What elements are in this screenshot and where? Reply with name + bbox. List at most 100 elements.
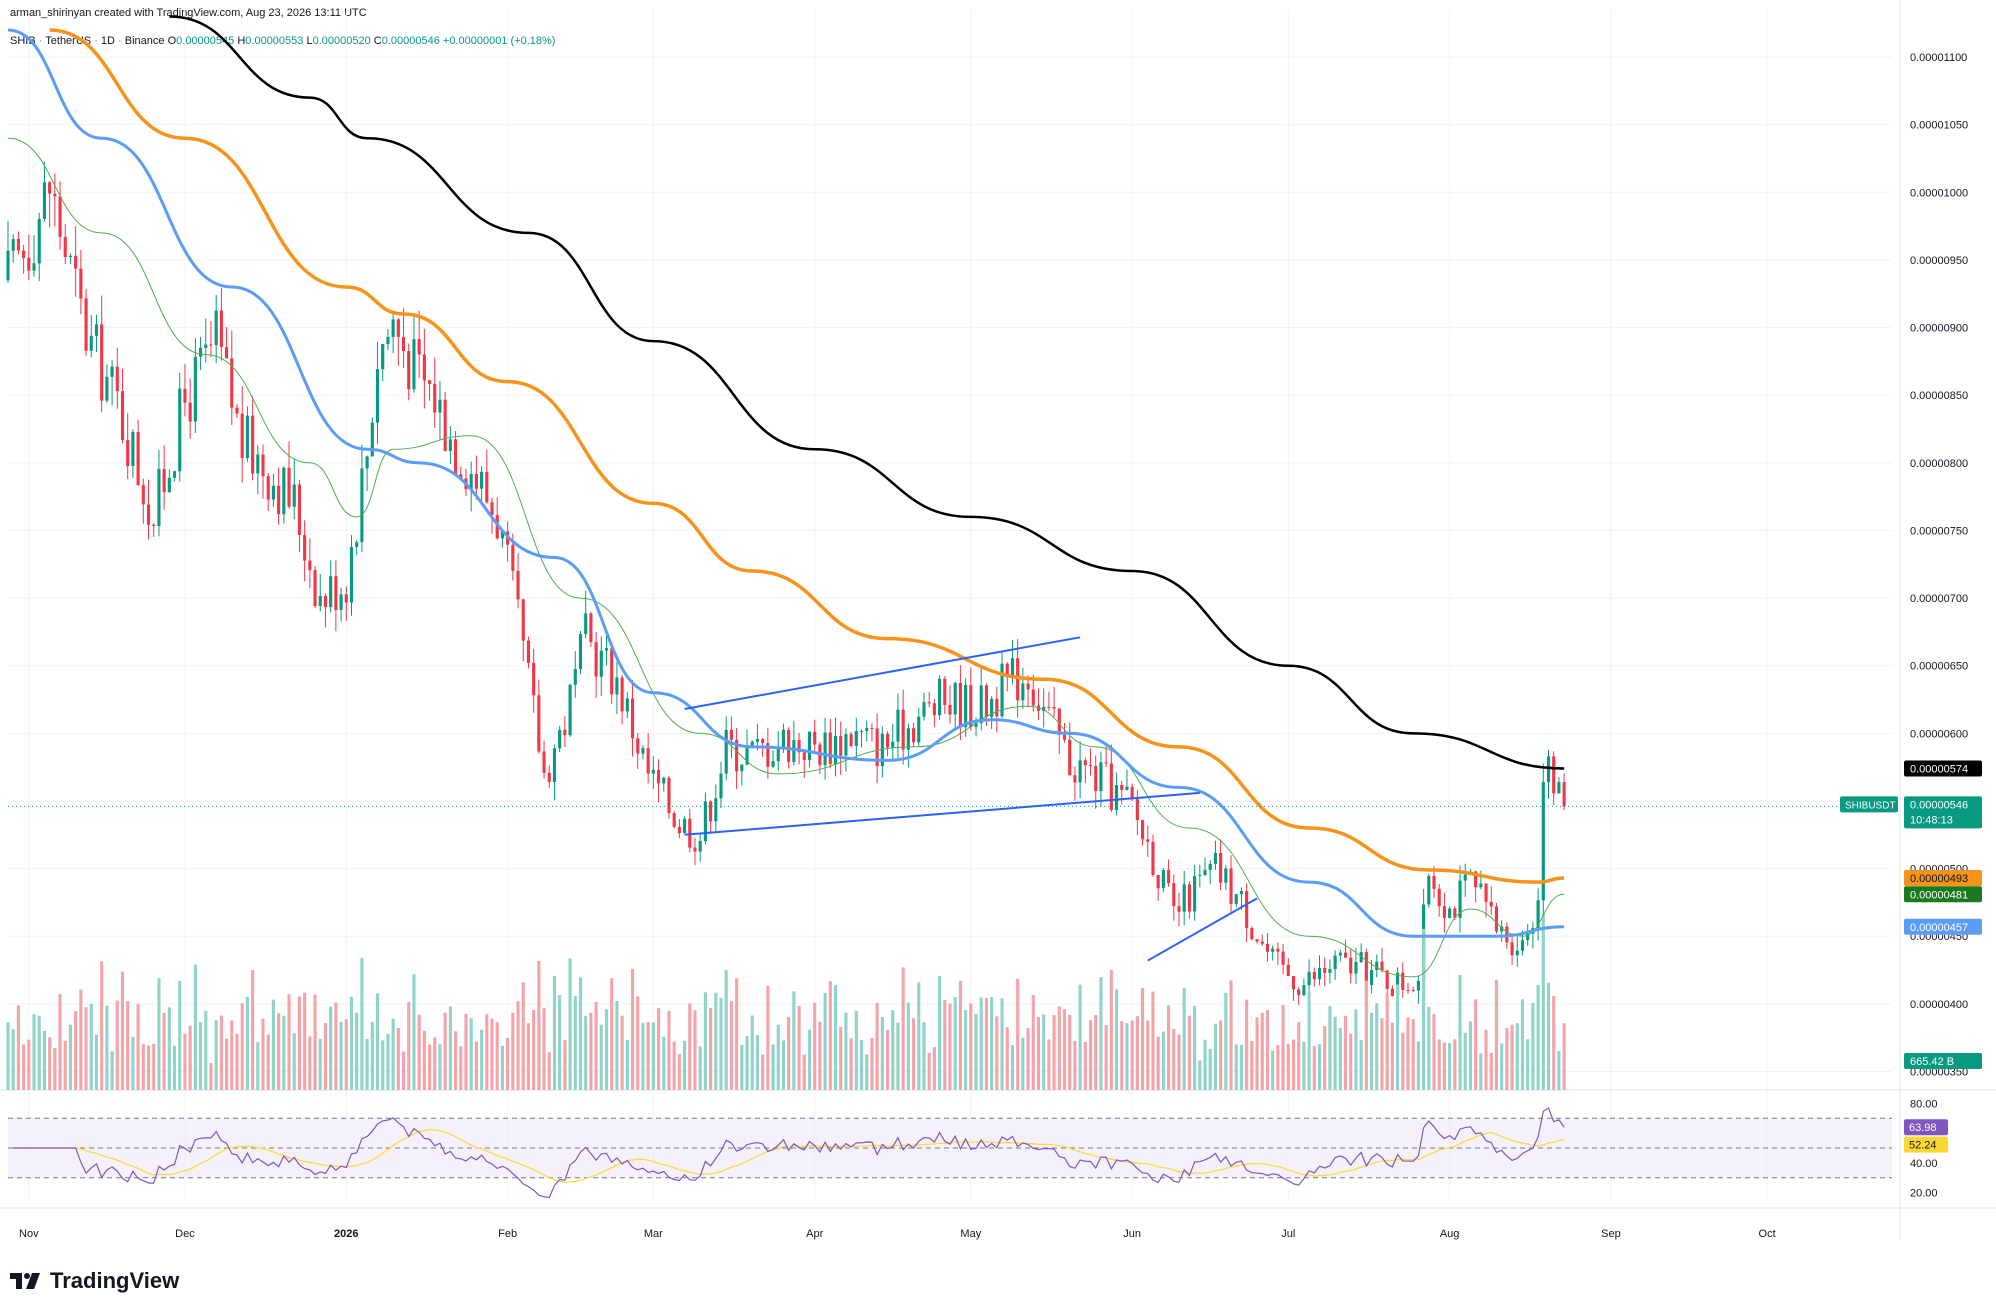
volume-bar	[89, 1003, 93, 1090]
volume-bar	[53, 1048, 57, 1090]
volume-bar	[1229, 980, 1233, 1090]
candle-body	[313, 570, 317, 607]
rsi-ma-line	[13, 1128, 1565, 1183]
exchange: Binance	[124, 35, 165, 47]
candle-body	[854, 731, 858, 746]
volume-bar	[500, 1045, 504, 1090]
candle-body	[323, 595, 328, 608]
time-axis: Nov Dec 2026 Feb Mar Apr May Jun Jul Aug Sep Oct	[19, 1228, 1776, 1240]
volume-bar	[568, 958, 572, 1090]
brand-name: TradingView	[50, 1268, 180, 1293]
volume-bar	[240, 1003, 244, 1090]
volume-bar	[1427, 1006, 1431, 1090]
volume-bar	[370, 1021, 374, 1090]
candle-body	[547, 772, 551, 782]
volume-bar	[22, 1044, 26, 1090]
candle-body	[558, 729, 562, 749]
volume-bar	[1135, 1016, 1139, 1090]
volume-bar	[360, 957, 364, 1090]
candle-body	[152, 524, 156, 526]
interval[interactable]: 1D	[100, 35, 115, 47]
volume-bar	[964, 1010, 968, 1090]
volume-bar	[1016, 978, 1020, 1090]
time-axis-label: Apr	[806, 1228, 823, 1240]
candle-body	[417, 339, 421, 355]
candle-body	[1042, 706, 1046, 711]
candle-body	[563, 729, 567, 736]
candle-body	[599, 650, 603, 677]
volume-bar	[1364, 980, 1368, 1090]
candle-body	[1271, 948, 1275, 952]
volume-bar	[927, 1053, 931, 1090]
candle-body	[792, 740, 796, 762]
volume-bar	[938, 976, 942, 1090]
rsi-axis-label: 20.00	[1910, 1188, 1938, 1200]
candle-body	[1000, 663, 1004, 717]
volume-bar	[880, 1017, 884, 1090]
candle-body	[542, 751, 546, 773]
high-value: 0.00000553	[245, 35, 304, 47]
candle-body	[662, 777, 666, 784]
volume-bar	[620, 1015, 624, 1090]
candle-body	[1078, 760, 1082, 783]
volume-bar	[693, 1010, 697, 1090]
candle-body	[1016, 658, 1020, 701]
volume-bar	[1448, 1043, 1452, 1090]
volume-bar	[349, 996, 354, 1090]
trendline	[1147, 897, 1258, 962]
volume-bar	[11, 1029, 15, 1090]
candle-body	[1141, 820, 1145, 840]
volume-bar	[953, 997, 957, 1090]
volume-bar	[1328, 1005, 1332, 1090]
volume-bar	[552, 975, 557, 1090]
volume-bar	[578, 977, 583, 1090]
volume-bar	[667, 1011, 671, 1090]
candle-body	[1114, 784, 1119, 810]
volume-bar	[1557, 1050, 1561, 1090]
candle-body	[167, 477, 171, 493]
candle-body	[365, 456, 369, 469]
tradingview-logo[interactable]: TradingView	[10, 1268, 179, 1294]
candle-body	[948, 704, 952, 715]
volume-bar	[584, 1016, 588, 1090]
volume-bar	[1078, 984, 1082, 1090]
candle-body	[1557, 782, 1561, 794]
volume-bar	[1474, 999, 1478, 1090]
candle-body	[932, 703, 936, 716]
volume-bar	[1463, 1032, 1467, 1090]
volume-bar	[818, 1021, 822, 1090]
ma-value-tag	[1904, 760, 1982, 777]
candle-body	[1250, 927, 1254, 940]
candle-body	[131, 431, 135, 466]
candle-body	[1500, 926, 1504, 932]
candle-body	[636, 738, 640, 754]
volume-bar	[1047, 1039, 1051, 1090]
volume-bar	[558, 995, 562, 1090]
volume-bar	[1515, 1023, 1519, 1090]
candle-body	[573, 669, 577, 685]
volume-bar	[917, 982, 921, 1090]
candle-body	[100, 324, 104, 401]
volume-bar	[375, 993, 380, 1090]
volume-bar	[204, 1010, 208, 1090]
volume-bar	[776, 1024, 780, 1090]
volume-bar	[823, 992, 827, 1090]
candle-body	[11, 239, 15, 251]
volume-bar	[761, 1054, 765, 1090]
candle-body	[480, 471, 484, 489]
rsi-value-tag	[1904, 1119, 1948, 1136]
candle-body	[63, 236, 67, 258]
candle-body	[42, 182, 46, 219]
ma-value-label: 0.00000457	[1910, 922, 1968, 934]
volume-bar	[1057, 1006, 1061, 1090]
volume-bar	[766, 985, 770, 1090]
volume-bar	[599, 1024, 603, 1090]
candle-body	[396, 319, 400, 337]
volume-bar	[729, 1001, 733, 1090]
candle-body	[443, 399, 447, 452]
volume-bar	[896, 1022, 900, 1090]
volume-bar	[1484, 1029, 1488, 1090]
symbol-tag-label: SHIBUSDT	[1845, 800, 1896, 811]
volume-bar	[1250, 1040, 1254, 1090]
